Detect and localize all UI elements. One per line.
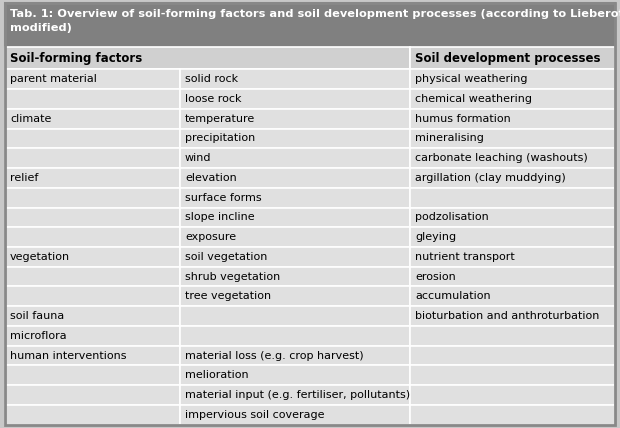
Bar xyxy=(5,149,180,168)
Bar xyxy=(180,227,410,247)
Bar xyxy=(5,385,180,405)
Bar xyxy=(5,109,180,129)
Text: loose rock: loose rock xyxy=(185,94,241,104)
Bar xyxy=(410,188,615,208)
Text: temperature: temperature xyxy=(185,114,255,124)
Text: nutrient transport: nutrient transport xyxy=(415,252,515,262)
Bar xyxy=(5,346,180,366)
Bar xyxy=(5,168,180,188)
Bar xyxy=(410,385,615,405)
Bar xyxy=(180,89,410,109)
Bar xyxy=(180,69,410,89)
Bar xyxy=(410,129,615,149)
Text: human interventions: human interventions xyxy=(10,351,126,360)
Text: solid rock: solid rock xyxy=(185,74,238,84)
Bar xyxy=(5,208,180,227)
Bar xyxy=(410,306,615,326)
Bar xyxy=(410,366,615,385)
Bar xyxy=(410,109,615,129)
Bar xyxy=(180,208,410,227)
Bar xyxy=(5,89,180,109)
Text: bioturbation and anthroturbation: bioturbation and anthroturbation xyxy=(415,311,600,321)
Bar xyxy=(180,109,410,129)
Bar xyxy=(180,326,410,346)
Text: melioration: melioration xyxy=(185,370,249,380)
Text: climate: climate xyxy=(10,114,51,124)
Text: tree vegetation: tree vegetation xyxy=(185,291,271,301)
Text: Soil development processes: Soil development processes xyxy=(415,52,600,65)
Text: impervious soil coverage: impervious soil coverage xyxy=(185,410,324,420)
Bar xyxy=(5,366,180,385)
Text: erosion: erosion xyxy=(415,272,456,282)
Text: elevation: elevation xyxy=(185,173,237,183)
Text: relief: relief xyxy=(10,173,38,183)
Bar xyxy=(5,405,180,425)
Bar xyxy=(410,247,615,267)
Text: wind: wind xyxy=(185,153,211,163)
Text: argillation (clay muddying): argillation (clay muddying) xyxy=(415,173,565,183)
Text: podzolisation: podzolisation xyxy=(415,212,489,223)
Text: Tab. 1: Overview of soil-forming factors and soil development processes (accordi: Tab. 1: Overview of soil-forming factors… xyxy=(10,9,620,19)
Bar xyxy=(180,247,410,267)
Text: humus formation: humus formation xyxy=(415,114,511,124)
Text: accumulation: accumulation xyxy=(415,291,490,301)
Bar xyxy=(410,405,615,425)
Bar xyxy=(180,188,410,208)
Bar xyxy=(180,129,410,149)
Bar xyxy=(5,247,180,267)
Bar xyxy=(410,326,615,346)
Text: soil vegetation: soil vegetation xyxy=(185,252,267,262)
Bar xyxy=(5,69,180,89)
Bar xyxy=(410,69,615,89)
Bar xyxy=(5,306,180,326)
Bar xyxy=(180,346,410,366)
Text: precipitation: precipitation xyxy=(185,134,255,143)
Text: Soil-forming factors: Soil-forming factors xyxy=(10,52,142,65)
Text: chemical weathering: chemical weathering xyxy=(415,94,532,104)
Bar xyxy=(5,227,180,247)
Text: physical weathering: physical weathering xyxy=(415,74,528,84)
Bar xyxy=(410,48,615,69)
Text: exposure: exposure xyxy=(185,232,236,242)
Bar xyxy=(5,188,180,208)
Text: carbonate leaching (washouts): carbonate leaching (washouts) xyxy=(415,153,588,163)
Bar xyxy=(180,267,410,286)
Bar xyxy=(5,326,180,346)
Bar xyxy=(180,286,410,306)
Bar xyxy=(180,306,410,326)
Bar xyxy=(410,267,615,286)
Text: material input (e.g. fertiliser, pollutants): material input (e.g. fertiliser, polluta… xyxy=(185,390,410,400)
Bar xyxy=(410,208,615,227)
Bar xyxy=(410,346,615,366)
Bar xyxy=(410,227,615,247)
Bar xyxy=(5,129,180,149)
Text: slope incline: slope incline xyxy=(185,212,255,223)
Text: soil fauna: soil fauna xyxy=(10,311,64,321)
Text: microflora: microflora xyxy=(10,331,66,341)
Bar xyxy=(5,3,615,48)
Bar xyxy=(5,286,180,306)
Bar xyxy=(5,48,410,69)
Bar xyxy=(410,89,615,109)
Bar xyxy=(180,385,410,405)
Bar xyxy=(180,149,410,168)
Text: vegetation: vegetation xyxy=(10,252,70,262)
Bar xyxy=(410,149,615,168)
Bar xyxy=(410,168,615,188)
Bar xyxy=(180,168,410,188)
Bar xyxy=(180,366,410,385)
Text: parent material: parent material xyxy=(10,74,97,84)
Text: material loss (e.g. crop harvest): material loss (e.g. crop harvest) xyxy=(185,351,363,360)
Bar xyxy=(180,405,410,425)
Text: mineralising: mineralising xyxy=(415,134,484,143)
Bar xyxy=(410,286,615,306)
Text: gleying: gleying xyxy=(415,232,456,242)
Text: surface forms: surface forms xyxy=(185,193,262,203)
Text: modified): modified) xyxy=(10,24,72,33)
Bar xyxy=(5,267,180,286)
Text: shrub vegetation: shrub vegetation xyxy=(185,272,280,282)
